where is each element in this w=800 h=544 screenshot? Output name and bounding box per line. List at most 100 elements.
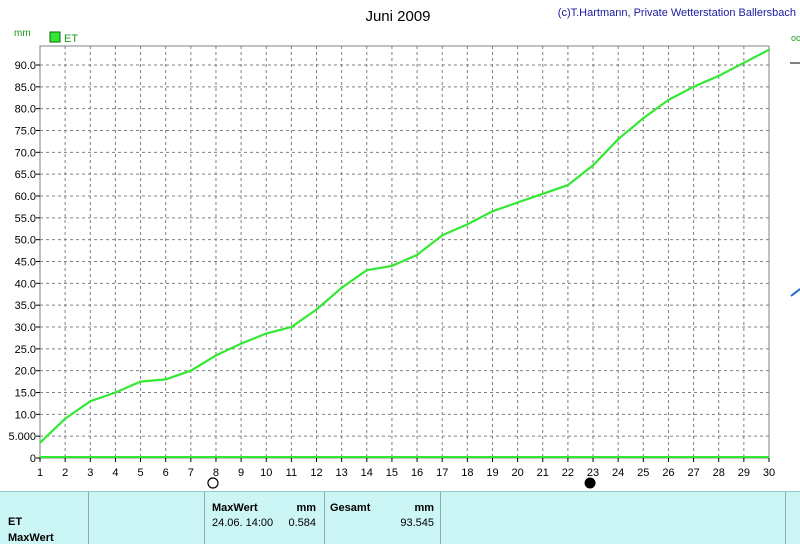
series-point: [390, 264, 393, 267]
series-point: [642, 117, 645, 120]
plot-area: [39, 45, 770, 459]
x-tick-label: 15: [386, 467, 398, 479]
maxwert-header: MaxWert: [212, 502, 258, 514]
series-point: [64, 417, 67, 420]
series-point: [667, 98, 670, 101]
y-tick-label: 0: [30, 453, 36, 465]
gesamt-header: Gesamt: [330, 502, 371, 514]
series-point: [340, 286, 343, 289]
series-point: [742, 61, 745, 64]
x-tick-label: 17: [436, 467, 448, 479]
row-label-maxwert: MaxWert: [8, 532, 54, 544]
x-tick-label: 5: [137, 467, 143, 479]
right-edge-marks: [790, 62, 800, 297]
series-point: [315, 308, 318, 311]
y-tick-label: 20.0: [15, 366, 36, 378]
horizontal-gridlines: [40, 64, 769, 437]
x-tick-label: 13: [336, 467, 348, 479]
y-tick-label: 75.0: [15, 125, 36, 137]
series-point: [416, 253, 419, 256]
maxwert-value: 0.584: [288, 517, 316, 529]
table-col-empty: [88, 492, 205, 544]
series-point: [516, 201, 519, 204]
vertical-gridlines: [64, 46, 745, 458]
x-tick-label: 6: [163, 467, 169, 479]
series-point: [541, 192, 544, 195]
x-tick-label: 4: [112, 467, 118, 479]
new-moon-icon: [584, 477, 596, 489]
y-tick-label: 40.0: [15, 278, 36, 290]
series-point: [768, 48, 770, 51]
x-tick-label: 21: [537, 467, 549, 479]
y-tick-label: 70.0: [15, 147, 36, 159]
x-tick-label: 22: [562, 467, 574, 479]
series-point: [139, 380, 142, 383]
x-tick-label: 24: [612, 467, 624, 479]
x-axis-tick-labels: 1 2 3 4 5 6 7 8 9 10 11 12 13 14 15 16 17 18 19 20 21 22 23 24 2…: [37, 458, 775, 479]
gesamt-value: 93.545: [400, 517, 434, 529]
x-tick-label: 1: [37, 467, 43, 479]
series-point: [365, 269, 368, 272]
full-moon-icon: [207, 477, 219, 489]
y-tick-label: 10.0: [15, 409, 36, 421]
series-point: [39, 441, 41, 444]
series-point: [189, 369, 192, 372]
x-tick-label: 10: [260, 467, 272, 479]
x-tick-label: 28: [713, 467, 725, 479]
y-tick-label: 15.0: [15, 387, 36, 399]
x-tick-label: 29: [738, 467, 750, 479]
moon-phase-markers: [207, 477, 596, 489]
series-point: [617, 138, 620, 141]
y-tick-label: 35.0: [15, 300, 36, 312]
y-unit-label: mm: [14, 28, 31, 39]
x-tick-label: 8: [213, 467, 219, 479]
series-point: [717, 74, 720, 77]
y-axis-tick-labels: 0 5.000 10.0 15.0 20.0 25.0 30.0 35.0 40.0 45.0 50…: [8, 60, 40, 465]
y-tick-label: 50.0: [15, 235, 36, 247]
x-tick-label: 27: [687, 467, 699, 479]
series-point: [692, 85, 695, 88]
right-edge-text: oc: [791, 33, 800, 43]
maxwert-unit: mm: [296, 502, 316, 514]
y-tick-label: 90.0: [15, 60, 36, 72]
series-point: [114, 391, 117, 394]
series-point: [214, 354, 217, 357]
x-tick-label: 2: [62, 467, 68, 479]
maxwert-time: 24.06. 14:00: [212, 517, 274, 529]
series-point: [592, 164, 595, 167]
y-tick-label: 60.0: [15, 191, 36, 203]
series-point: [265, 332, 268, 335]
table-col-labels: ET MaxWert: [0, 492, 89, 544]
series-point: [290, 325, 293, 328]
x-tick-label: 19: [486, 467, 498, 479]
series-point: [240, 342, 243, 345]
x-tick-label: 12: [310, 467, 322, 479]
y-tick-label: 45.0: [15, 256, 36, 268]
chart-title: Juni 2009: [365, 8, 430, 25]
y-tick-label: 80.0: [15, 104, 36, 116]
y-tick-label: 5.000: [8, 431, 36, 443]
series-point: [466, 223, 469, 226]
series-points-et: [39, 48, 770, 444]
legend-label: ET: [64, 33, 78, 45]
x-tick-label: 14: [361, 467, 373, 479]
x-tick-label: 11: [286, 467, 297, 479]
y-tick-label: 25.0: [15, 344, 36, 356]
legend-swatch: [49, 31, 61, 43]
series-point: [566, 184, 569, 187]
x-tick-label: 20: [511, 467, 523, 479]
table-col-remaining: [440, 492, 786, 544]
x-tick-label: 7: [188, 467, 194, 479]
x-tick-label: 3: [87, 467, 93, 479]
series-line-et: [39, 48, 770, 444]
y-tick-label: 55.0: [15, 213, 36, 225]
series-point: [164, 378, 167, 381]
series-point: [491, 210, 494, 213]
et-line-chart: Juni 2009 (c)T.Hartmann, Private Wetters…: [8, 7, 800, 489]
x-tick-label: 16: [411, 467, 423, 479]
info-table: ET MaxWert MaxWert mm 24.06. 14:00 0.584…: [0, 491, 800, 544]
y-tick-label: 30.0: [15, 322, 36, 334]
series-point: [89, 400, 92, 403]
x-tick-label: 30: [763, 467, 775, 479]
x-tick-label: 18: [461, 467, 473, 479]
